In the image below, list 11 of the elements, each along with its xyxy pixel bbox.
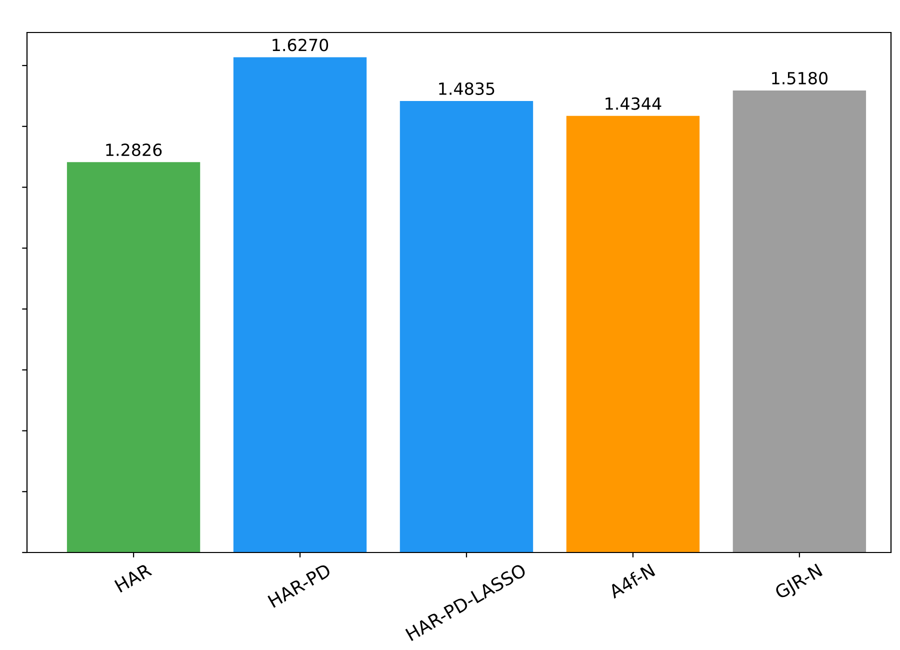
data-label: 1.6270 bbox=[272, 38, 328, 52]
data-label: 1.4344 bbox=[606, 97, 662, 110]
bar bbox=[233, 57, 367, 552]
bar bbox=[400, 100, 534, 552]
data-label: 1.2826 bbox=[106, 144, 162, 156]
x-tick-label: HAR bbox=[114, 562, 152, 592]
bar bbox=[732, 90, 866, 552]
bar bbox=[66, 162, 200, 552]
data-label: 1.4835 bbox=[439, 82, 494, 95]
bar bbox=[566, 116, 700, 552]
data-label: 1.5180 bbox=[772, 72, 828, 84]
